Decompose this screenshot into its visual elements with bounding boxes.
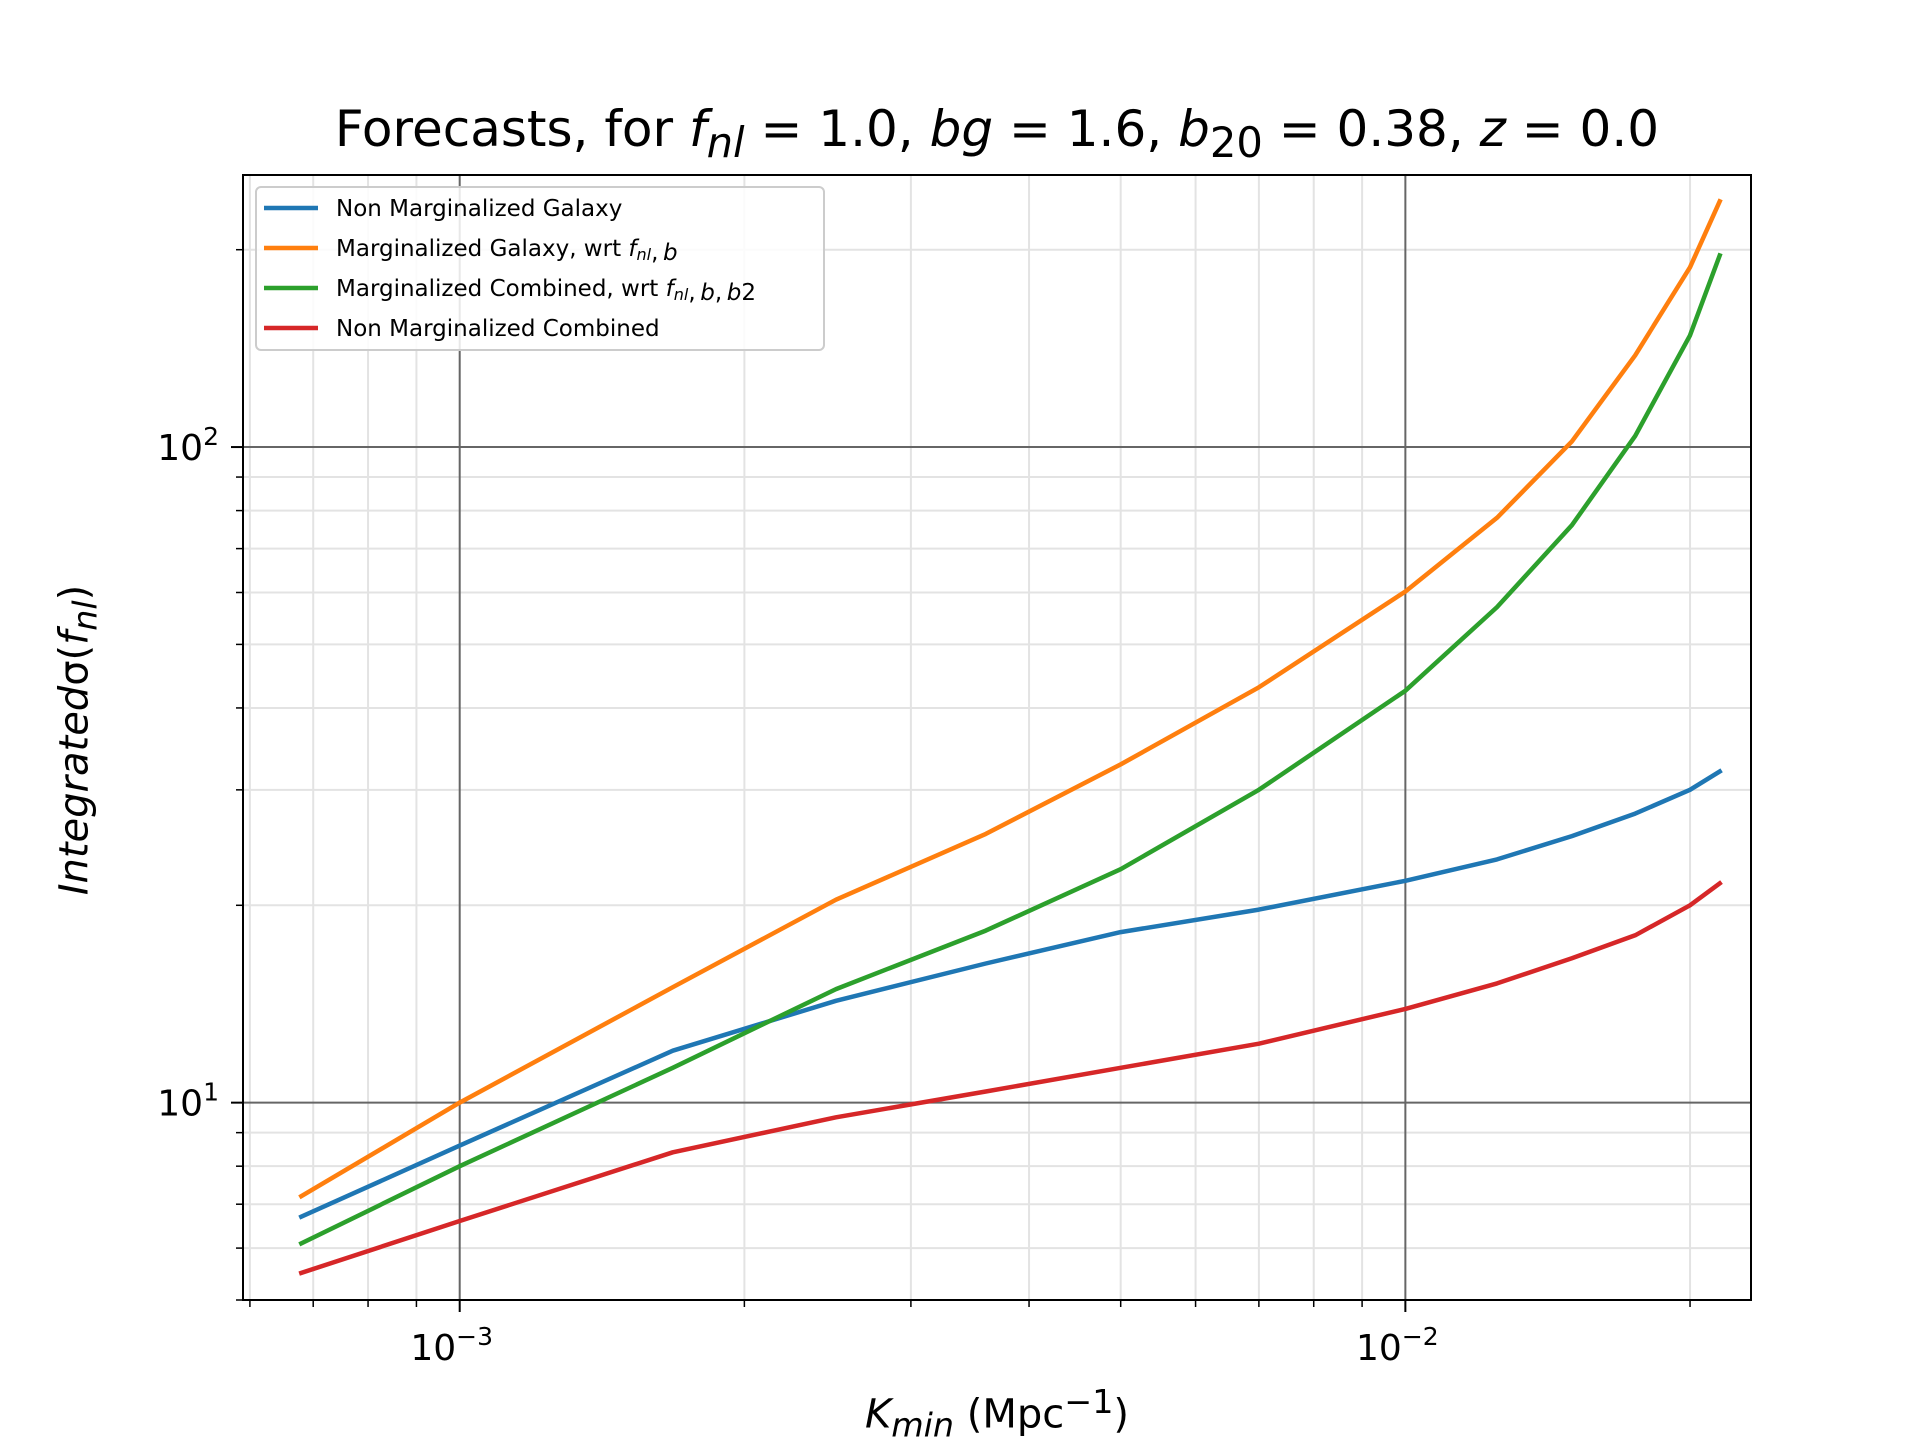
series-line-2 — [298, 198, 1723, 1200]
series-line-3 — [298, 252, 1723, 1247]
y-tick-label: 102 — [157, 422, 219, 469]
x-tick-label: 10−2 — [1356, 1322, 1439, 1369]
chart-title: Forecasts, for fnl = 1.0, bg = 1.6, b20 … — [334, 100, 1660, 167]
x-tick-label: 10−3 — [410, 1322, 493, 1369]
plot-frame — [242, 174, 1752, 1301]
y-tick-label: 101 — [157, 1078, 219, 1125]
series-line-1 — [298, 768, 1723, 1220]
legend: Non Marginalized Galaxy Marginalized Gala… — [255, 186, 825, 351]
major-grid — [243, 175, 1751, 1300]
series-layer — [298, 198, 1723, 1276]
axis-ticks — [231, 248, 1691, 1312]
x-axis-label: Kmin (Mpc−1) — [864, 1382, 1130, 1444]
legend-label-3: Marginalized Combined, wrt fnl, b, b2 — [336, 276, 756, 306]
legend-label-1: Non Marginalized Galaxy — [336, 196, 622, 222]
legend-label-4: Non Marginalized Combined — [336, 316, 660, 342]
legend-box — [255, 186, 825, 351]
series-line-4 — [298, 880, 1723, 1276]
legend-label-2: Marginalized Galaxy, wrt fnl, b — [336, 236, 678, 266]
axis-tick-labels: 10−3 10−2 101 102 — [157, 422, 1438, 1369]
y-axis-label: Integratedσ(fnl) — [51, 584, 105, 896]
